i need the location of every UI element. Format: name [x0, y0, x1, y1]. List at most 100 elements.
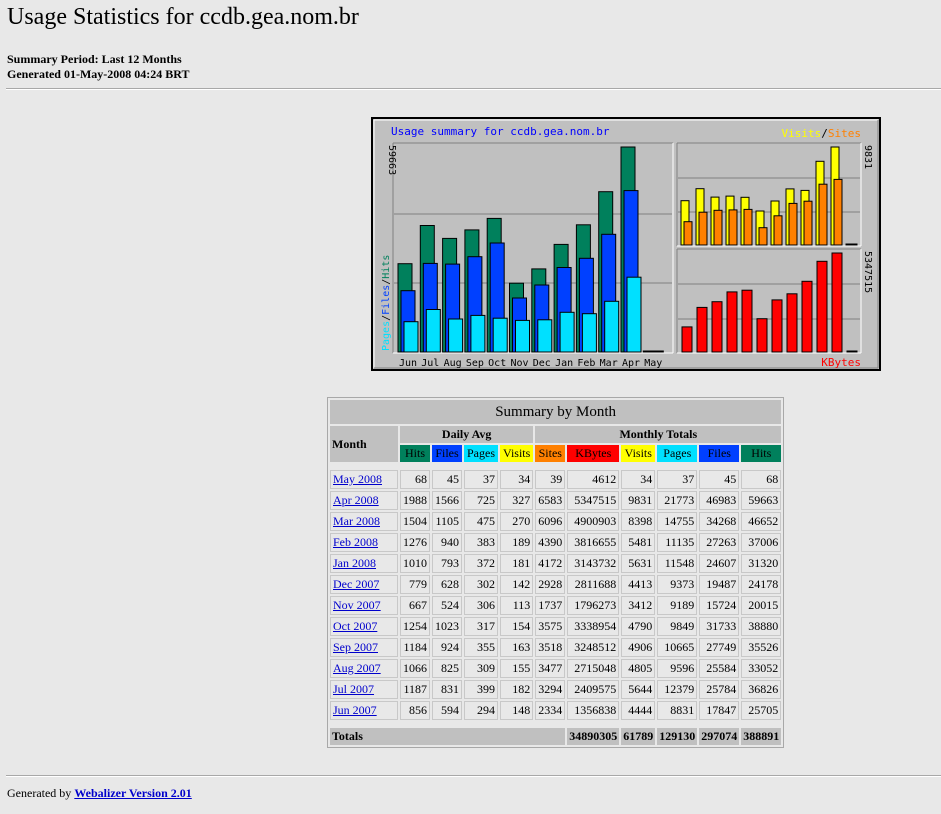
value-cell: 825 — [432, 659, 462, 678]
table-row: Jun 2007 856 594 294 148 2334 1356838 4444 8831 1… — [330, 701, 782, 720]
month-label-aug: Aug — [444, 358, 462, 369]
files-hits-separator: / — [381, 279, 392, 285]
value-cell: 628 — [432, 575, 462, 594]
month-link[interactable]: Jul 2007 — [333, 682, 375, 696]
daily-files-header: Files — [432, 445, 462, 462]
value-cell: 1356838 — [567, 701, 620, 720]
spacer-cell — [330, 464, 781, 468]
monthly-pages-header: Pages — [657, 445, 698, 462]
month-link[interactable]: May 2008 — [333, 472, 382, 486]
month-cell: Dec 2007 — [330, 575, 398, 594]
value-cell: 3412 — [621, 596, 656, 615]
month-link[interactable]: Sep 2007 — [333, 640, 378, 654]
left-ylabel: Pages/Files/Hits — [381, 255, 392, 351]
month-label-jul: Jul — [421, 358, 439, 369]
value-cell: 1254 — [400, 617, 430, 636]
value-cell: 1105 — [432, 512, 462, 531]
month-cell: May 2008 — [330, 470, 398, 489]
value-cell: 306 — [464, 596, 498, 615]
bar-kbytes-jun — [681, 326, 693, 353]
month-link[interactable]: Jun 2007 — [333, 703, 377, 717]
value-cell: 1187 — [400, 680, 430, 699]
daily-visits-header: Visits — [500, 445, 534, 462]
bar-sites-feb — [803, 200, 813, 246]
bar-kbytes-jan — [786, 293, 798, 353]
pages-files-separator: / — [381, 315, 392, 321]
bar-kbytes-jul — [696, 306, 708, 353]
bar-sites-dec — [773, 215, 783, 246]
value-cell: 3143732 — [567, 554, 620, 573]
month-label-nov: Nov — [510, 358, 528, 369]
month-link[interactable]: Jan 2008 — [333, 556, 376, 570]
webalizer-link[interactable]: Webalizer Version 2.01 — [74, 786, 192, 800]
value-cell: 37 — [657, 470, 698, 489]
value-cell: 181 — [500, 554, 534, 573]
value-cell: 34 — [621, 470, 656, 489]
month-label-feb: Feb — [577, 358, 595, 369]
top-divider — [6, 88, 941, 90]
value-cell: 3518 — [535, 638, 566, 657]
spacer-row — [330, 464, 781, 468]
month-link[interactable]: Nov 2007 — [333, 598, 381, 612]
visits-sites-panel — [676, 142, 862, 247]
value-cell: 327 — [500, 491, 534, 510]
value-cell: 3477 — [535, 659, 566, 678]
value-cell: 2409575 — [567, 680, 620, 699]
value-cell: 38880 — [741, 617, 782, 636]
table-row: Jul 2007 1187 831 399 182 3294 2409575 5644 1237… — [330, 680, 782, 699]
table-row: Sep 2007 1184 924 355 163 3518 3248512 4906 1066… — [330, 638, 782, 657]
month-cell: Sep 2007 — [330, 638, 398, 657]
value-cell: 3575 — [535, 617, 566, 636]
usage-summary-graph: Usage summary for ccdb.gea.nom.br Visits… — [371, 117, 881, 371]
total-value: 61789 — [621, 728, 656, 745]
bar-kbytes-dec — [771, 299, 783, 353]
bar-pages-sep — [470, 314, 486, 353]
value-cell: 1566 — [432, 491, 462, 510]
month-link[interactable]: Oct 2007 — [333, 619, 378, 633]
value-cell: 9373 — [657, 575, 698, 594]
value-cell: 524 — [432, 596, 462, 615]
bar-pages-dec — [537, 319, 553, 353]
month-link[interactable]: Aug 2007 — [333, 661, 381, 675]
value-cell: 45 — [432, 470, 462, 489]
visits-sites-legend: Visits/Sites — [782, 127, 862, 140]
value-cell: 6096 — [535, 512, 566, 531]
value-cell: 27749 — [699, 638, 740, 657]
value-cell: 11548 — [657, 554, 698, 573]
value-cell: 113 — [500, 596, 534, 615]
summary-by-month-table: Summary by Month Month Daily Avg Monthly… — [327, 397, 785, 748]
value-cell: 1504 — [400, 512, 430, 531]
value-cell: 779 — [400, 575, 430, 594]
bar-sites-apr — [833, 178, 843, 246]
month-cell: Feb 2008 — [330, 533, 398, 552]
value-cell: 2811688 — [567, 575, 620, 594]
table-body: May 2008 68 45 37 34 39 4612 34 37 45 68 Apr 2008 19… — [330, 464, 782, 745]
bar-kbytes-apr — [831, 252, 843, 353]
value-cell: 1010 — [400, 554, 430, 573]
bar-sites-may — [848, 243, 858, 246]
bar-kbytes-nov — [756, 318, 768, 353]
month-link[interactable]: Apr 2008 — [333, 493, 379, 507]
value-cell: 25784 — [699, 680, 740, 699]
month-link[interactable]: Mar 2008 — [333, 514, 380, 528]
value-cell: 1737 — [535, 596, 566, 615]
value-cell: 5644 — [621, 680, 656, 699]
spacer-cell — [330, 722, 781, 726]
month-link[interactable]: Dec 2007 — [333, 577, 380, 591]
table-row: Apr 2008 1988 1566 725 327 6583 5347515 9831 217… — [330, 491, 782, 510]
hits-axis-label: Hits — [381, 255, 392, 279]
value-cell: 46652 — [741, 512, 782, 531]
total-value: 388891 — [741, 728, 782, 745]
totals-row: Totals 34890305 61789 129130 297074 388891 — [330, 728, 782, 745]
value-cell: 383 — [464, 533, 498, 552]
month-link[interactable]: Feb 2008 — [333, 535, 378, 549]
bar-kbytes-sep — [726, 291, 738, 353]
value-cell: 68 — [400, 470, 430, 489]
bar-kbytes-mar — [816, 260, 828, 353]
summary-period-block: Summary Period: Last 12 Months Generated… — [7, 52, 190, 82]
month-axis-labels: Jun Jul Aug Sep Oct Nov Dec Jan Feb Mar Apr May — [399, 358, 662, 369]
value-cell: 5347515 — [567, 491, 620, 510]
value-cell: 155 — [500, 659, 534, 678]
visits-sites-separator: / — [821, 127, 828, 140]
value-cell: 1023 — [432, 617, 462, 636]
